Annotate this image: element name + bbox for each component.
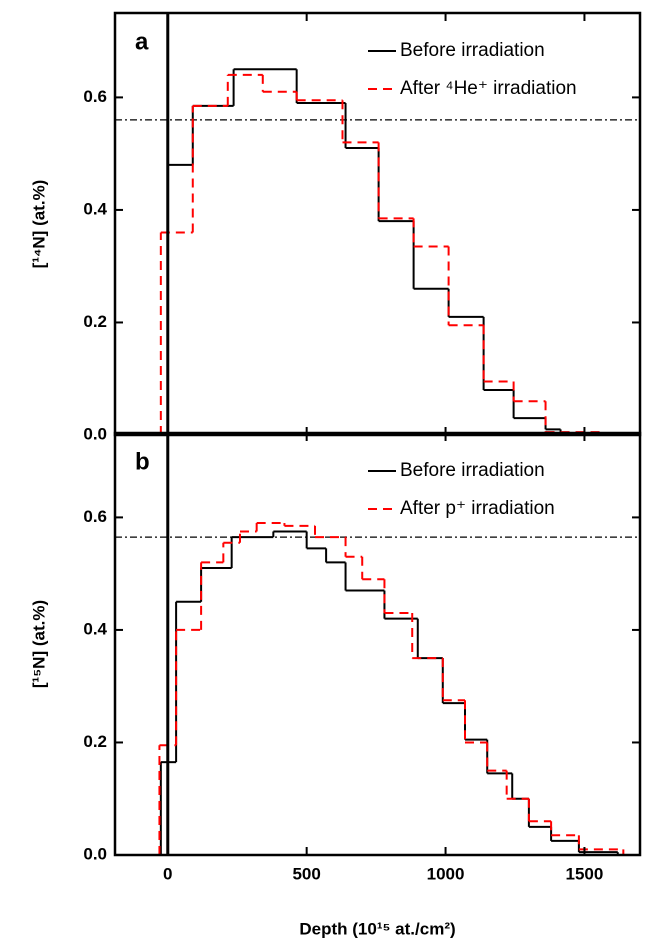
x-tick-label: 1000 bbox=[427, 864, 465, 883]
y-tick-label: 0.6 bbox=[83, 87, 107, 106]
y-tick-label: 0.2 bbox=[83, 732, 107, 751]
y-axis-label: [¹⁵N] (at.%) bbox=[29, 600, 48, 688]
x-tick-label: 500 bbox=[292, 864, 320, 883]
y-axis-label: [¹⁴N] (at.%) bbox=[29, 180, 48, 269]
y-tick-label: 0.4 bbox=[83, 199, 107, 218]
y-tick-label: 0.4 bbox=[83, 619, 107, 638]
legend-label: After p⁺ irradiation bbox=[400, 498, 555, 519]
plot-frame bbox=[113, 11, 642, 437]
panel-label: a bbox=[135, 28, 149, 55]
y-tick-label: 0.2 bbox=[83, 312, 107, 331]
legend-label: After ⁴He⁺ irradiation bbox=[400, 78, 577, 99]
legend-label: Before irradiation bbox=[400, 40, 545, 61]
x-axis-label: Depth (10¹⁵ at./cm²) bbox=[299, 919, 455, 938]
panel-label: b bbox=[135, 448, 150, 475]
legend-label: Before irradiation bbox=[400, 460, 545, 481]
x-tick-label: 1500 bbox=[566, 864, 604, 883]
y-tick-label: 0.0 bbox=[83, 424, 107, 443]
plot-frame bbox=[113, 431, 642, 857]
x-tick-label: 0 bbox=[163, 864, 172, 883]
y-tick-label: 0.0 bbox=[83, 844, 107, 863]
y-tick-label: 0.6 bbox=[83, 507, 107, 526]
